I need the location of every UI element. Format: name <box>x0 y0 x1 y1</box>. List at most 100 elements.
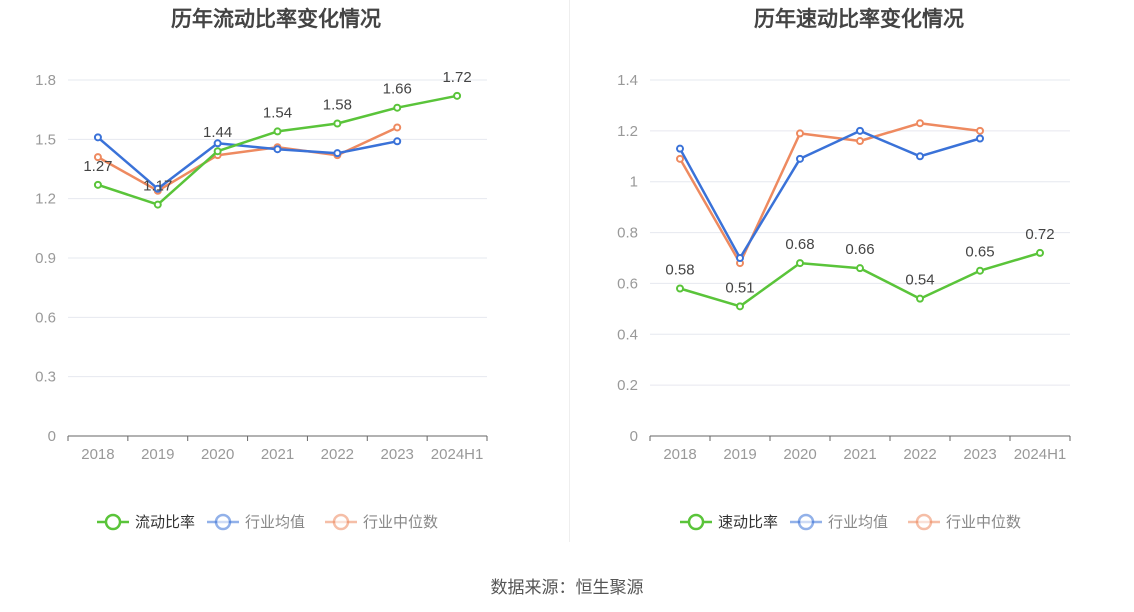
x-tick-label: 2022 <box>321 446 354 463</box>
data-point <box>676 144 684 153</box>
y-tick-label: 1.2 <box>617 123 638 140</box>
data-point <box>916 152 924 161</box>
legend-item: 行业均值 <box>790 513 888 531</box>
data-point <box>213 139 222 148</box>
data-point <box>796 259 804 268</box>
data-point <box>453 91 462 100</box>
data-source-note: 数据来源：恒生聚源 <box>490 578 644 597</box>
legend-label: 行业中位数 <box>946 514 1021 531</box>
data-point <box>976 134 984 143</box>
chart-title: 历年速动比率变化情况 <box>754 7 964 31</box>
quick-ratio-chart: 历年速动比率变化情况 0 0.2 0.4 0.6 0.8 1 1.2 1.4 2018 2019 20… <box>617 7 1071 531</box>
data-label: 1.27 <box>83 158 112 175</box>
legend-label: 行业均值 <box>245 514 305 531</box>
legend-label: 行业中位数 <box>363 514 438 531</box>
data-point <box>213 147 222 156</box>
data-point <box>916 119 924 128</box>
series-line-行业均值 <box>678 129 981 260</box>
y-tick-label: 0.3 <box>35 369 56 386</box>
x-tick-label: 2019 <box>141 446 174 463</box>
x-tick-label: 2020 <box>201 446 234 463</box>
data-point <box>676 284 684 293</box>
y-tick-label: 0.9 <box>35 250 56 267</box>
data-point <box>736 302 744 311</box>
legend-marker <box>915 513 933 531</box>
legend-item: 流动比率 <box>97 513 195 531</box>
data-point <box>856 264 864 273</box>
data-label: 0.65 <box>965 244 994 261</box>
data-point <box>273 127 282 136</box>
y-tick-label: 0.6 <box>617 275 638 292</box>
data-point <box>393 123 402 132</box>
y-tick-label: 0.2 <box>617 377 638 394</box>
data-label: 1.54 <box>263 104 292 121</box>
x-tick-label: 2022 <box>903 446 936 463</box>
x-tick-label: 2024H1 <box>431 446 484 463</box>
legend-marker <box>797 513 815 531</box>
y-tick-label: 1.8 <box>35 72 56 89</box>
data-point <box>333 149 342 158</box>
data-point <box>676 154 684 163</box>
data-label: 1.58 <box>323 97 352 114</box>
data-point <box>393 137 402 146</box>
legend-marker <box>214 513 232 531</box>
legend-item: 速动比率 <box>680 513 778 531</box>
legend-item: 行业中位数 <box>908 513 1021 531</box>
data-point <box>796 154 804 163</box>
data-point <box>153 200 162 209</box>
data-label: 1.66 <box>383 81 412 98</box>
data-point <box>736 254 744 262</box>
legend-item: 行业中位数 <box>325 513 438 531</box>
data-label: 1.72 <box>442 69 471 86</box>
series-line-行业中位数 <box>678 121 981 265</box>
y-tick-label: 0.6 <box>35 309 56 326</box>
legend-label: 速动比率 <box>718 514 778 531</box>
x-tick-label: 2019 <box>723 446 756 463</box>
x-tick-label: 2021 <box>843 446 876 463</box>
y-tick-label: 1.4 <box>617 72 638 89</box>
y-tick-label: 0 <box>48 428 56 445</box>
series-line-行业均值 <box>97 136 398 191</box>
current-ratio-chart: 历年流动比率变化情况 0 0.3 0.6 0.9 1.2 1.5 1.8 2018 2019 202… <box>35 7 488 531</box>
legend-marker <box>332 513 350 531</box>
legend-marker <box>104 513 122 531</box>
y-tick-label: 0.8 <box>617 225 638 242</box>
data-point <box>93 153 102 162</box>
chart-divider <box>569 0 570 542</box>
data-label: 0.66 <box>845 241 874 258</box>
data-point <box>1036 248 1044 257</box>
data-point <box>333 119 342 128</box>
data-label: 0.51 <box>725 279 754 296</box>
legend-label: 流动比率 <box>135 514 195 531</box>
data-point <box>976 266 984 275</box>
y-tick-label: 0 <box>630 428 638 445</box>
data-point <box>153 184 162 193</box>
x-tick-label: 2023 <box>963 446 996 463</box>
x-tick-label: 2024H1 <box>1014 446 1067 463</box>
data-label: 0.58 <box>665 262 694 279</box>
legend-marker <box>687 513 705 531</box>
x-tick-label: 2020 <box>783 446 816 463</box>
data-point <box>273 145 282 154</box>
chart-title: 历年流动比率变化情况 <box>171 7 381 31</box>
data-point <box>393 103 402 112</box>
legend-label: 行业均值 <box>828 514 888 531</box>
data-point <box>93 133 102 142</box>
data-point <box>856 137 864 146</box>
data-point <box>976 126 984 135</box>
y-tick-label: 1 <box>630 174 638 191</box>
x-tick-label: 2018 <box>81 446 114 463</box>
data-label: 1.44 <box>203 124 232 141</box>
y-tick-label: 0.4 <box>617 326 638 343</box>
data-point <box>856 126 864 135</box>
data-point <box>916 294 924 303</box>
data-point <box>93 180 102 189</box>
x-tick-label: 2021 <box>261 446 294 463</box>
data-label: 1.17 <box>143 178 172 195</box>
x-tick-label: 2018 <box>663 446 696 463</box>
y-tick-label: 1.5 <box>35 131 56 148</box>
data-label: 0.54 <box>905 272 934 289</box>
x-tick-label: 2023 <box>381 446 414 463</box>
data-label: 0.68 <box>785 236 814 253</box>
